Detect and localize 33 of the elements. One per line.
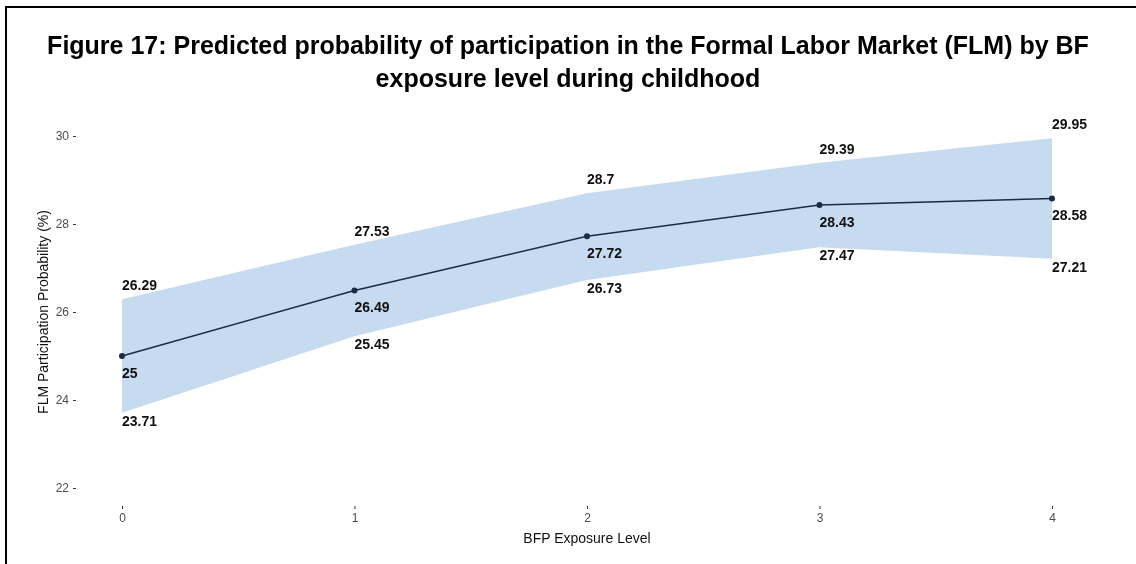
annotation: 27.21	[1052, 258, 1088, 275]
y-tick-label: 28	[55, 217, 70, 232]
point	[119, 353, 125, 359]
x-tick-label: 3	[816, 510, 824, 525]
chart-title: Figure 17: Predicted probability of participation in the Formal Labor Market (FLM) by BF exposure level during childhood	[47, 31, 1089, 92]
annotation: 26.73	[587, 279, 623, 296]
annotation: 27.53	[354, 222, 390, 239]
y-tick-label: 24	[55, 393, 70, 408]
annotation: 28.7	[587, 171, 615, 188]
y-tick-label: 26	[55, 305, 70, 320]
data-label: 28.58	[1052, 207, 1088, 224]
y-axis-title: FLM Participation Probability (%)	[35, 210, 51, 414]
y-tick-label: 22	[55, 481, 70, 496]
x-tick-label: 4	[1049, 510, 1057, 525]
y-tick-label: 30	[55, 129, 70, 144]
data-label: 25	[122, 365, 138, 381]
annotation: 29.95	[1052, 116, 1088, 133]
annotation: 23.71	[122, 412, 158, 429]
x-axis-title: BFP Exposure Level	[523, 530, 651, 546]
annotation: 25.45	[354, 336, 390, 353]
annotation: 27.47	[819, 247, 855, 264]
point	[584, 233, 590, 240]
data-label: 27.72	[587, 245, 623, 262]
point	[351, 287, 358, 294]
x-tick-label: 2	[584, 510, 592, 525]
x-tick-label: 0	[119, 510, 127, 525]
point	[1049, 195, 1055, 202]
data-label: 28.43	[819, 214, 855, 231]
annotation: 26.29	[122, 277, 158, 294]
point	[816, 202, 823, 209]
data-label: 26.49	[354, 299, 390, 316]
x-tick-label: 1	[351, 510, 359, 525]
annotation: 29.39	[819, 140, 855, 157]
